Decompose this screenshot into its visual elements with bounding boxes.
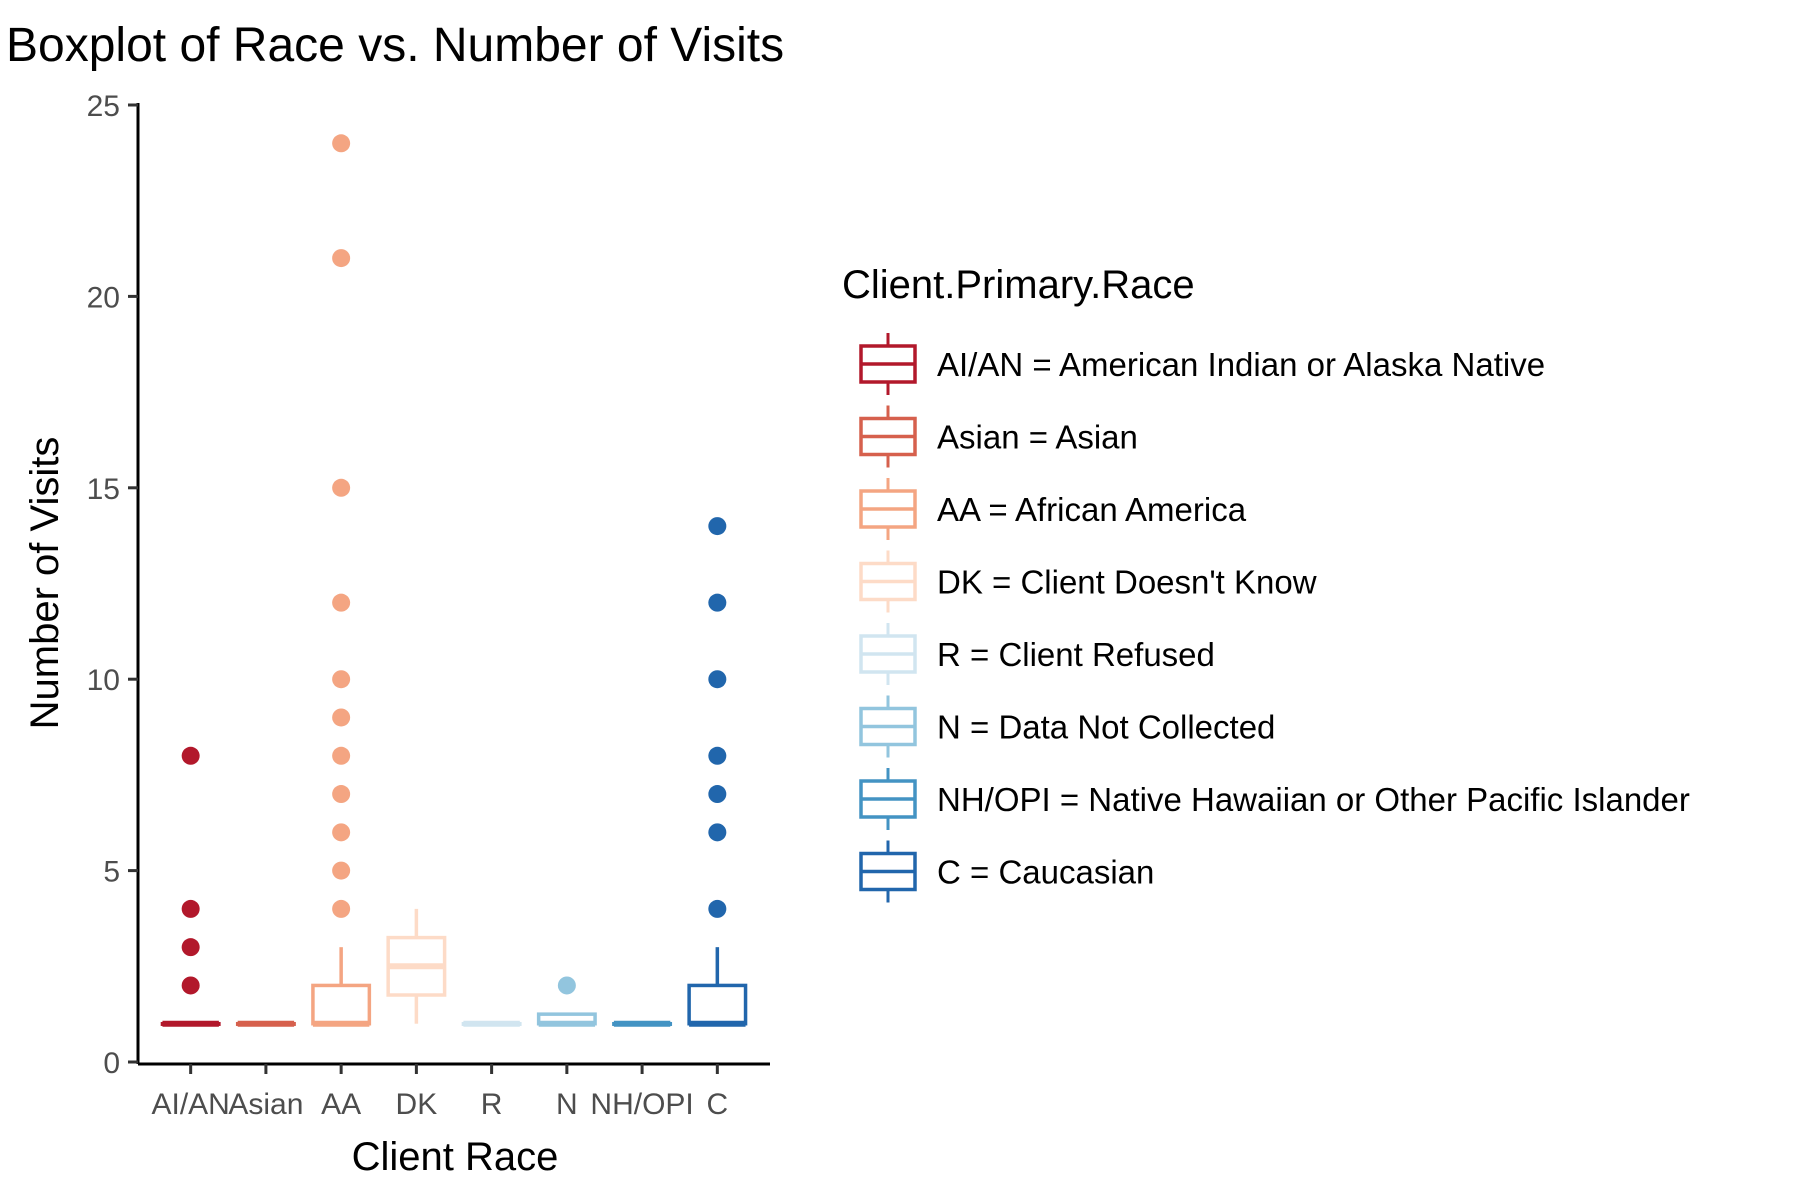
outlier-point [332,861,351,880]
x-tick-label: R [481,1088,503,1121]
outlier-point [708,899,727,918]
box-asian [235,1020,296,1027]
x-tick-label: AA [321,1088,361,1121]
legend-label: AI/AN = American Indian or Alaska Native [937,346,1545,383]
outlier-point [332,746,351,765]
legend: Client.Primary.Race AI/AN = American Ind… [842,263,1690,903]
x-tick-label: C [706,1088,728,1121]
outlier-point [181,746,200,765]
outlier-point [332,134,351,153]
y-tick-label: 10 [87,664,120,697]
outlier-point [708,517,727,536]
outlier-point [332,249,351,268]
box-body [311,983,372,1026]
x-tick-label: AI/AN [151,1088,229,1121]
outlier-point [332,823,351,842]
x-tick-label: DK [396,1088,438,1121]
x-tick-label: Asian [228,1088,303,1121]
box-c [687,517,748,1027]
legend-title: Client.Primary.Race [842,263,1195,307]
legend-item-ai-an: AI/AN = American Indian or Alaska Native [859,333,1545,395]
outlier-point [708,670,727,689]
legend-item-n: N = Data Not Collected [859,695,1275,758]
outlier-point [332,593,351,612]
x-axis-title: Client Race [352,1135,559,1179]
legend-item-r: R = Client Refused [859,623,1215,685]
outlier-point [332,785,351,804]
legend-label: R = Client Refused [937,636,1215,673]
legend-item-c: C = Caucasian [859,840,1154,903]
legend-label: DK = Client Doesn't Know [937,564,1317,601]
legend-label: C = Caucasian [937,854,1154,891]
outlier-point [708,593,727,612]
y-tick-label: 15 [87,473,120,506]
y-axis-title: Number of Visits [23,437,67,730]
box-n [536,976,597,1027]
outlier-point [181,976,200,995]
outlier-point [557,976,576,995]
legend-item-aa: AA = African America [859,478,1247,540]
plot-area [160,134,748,1027]
outlier-point [708,823,727,842]
y-tick-label: 5 [103,856,120,889]
outlier-point [332,708,351,727]
outlier-point [708,785,727,804]
outlier-point [708,746,727,765]
x-tick-label: N [556,1088,578,1121]
legend-label: N = Data Not Collected [937,709,1275,746]
outlier-point [181,899,200,918]
y-tick-label: 0 [103,1047,120,1080]
outlier-point [332,670,351,689]
x-tick-label: NH/OPI [590,1088,693,1121]
legend-item-nh-opi: NH/OPI = Native Hawaiian or Other Pacifi… [859,768,1690,830]
legend-item-dk: DK = Client Doesn't Know [859,550,1317,613]
box-nh-opi [612,1020,673,1027]
legend-label: NH/OPI = Native Hawaiian or Other Pacifi… [937,781,1690,818]
y-tick-label: 25 [87,90,120,123]
box-ai-an [160,746,221,1027]
box-dk [386,908,447,1024]
box-r [461,1020,522,1027]
chart-title: Boxplot of Race vs. Number of Visits [6,19,784,72]
outlier-point [332,478,351,497]
outlier-point [181,938,200,957]
legend-label: Asian = Asian [937,419,1138,456]
y-tick-label: 20 [87,281,120,314]
legend-item-asian: Asian = Asian [859,405,1138,468]
box-body [687,983,748,1026]
box-aa [311,134,372,1027]
outlier-point [332,899,351,918]
legend-label: AA = African America [937,491,1247,528]
